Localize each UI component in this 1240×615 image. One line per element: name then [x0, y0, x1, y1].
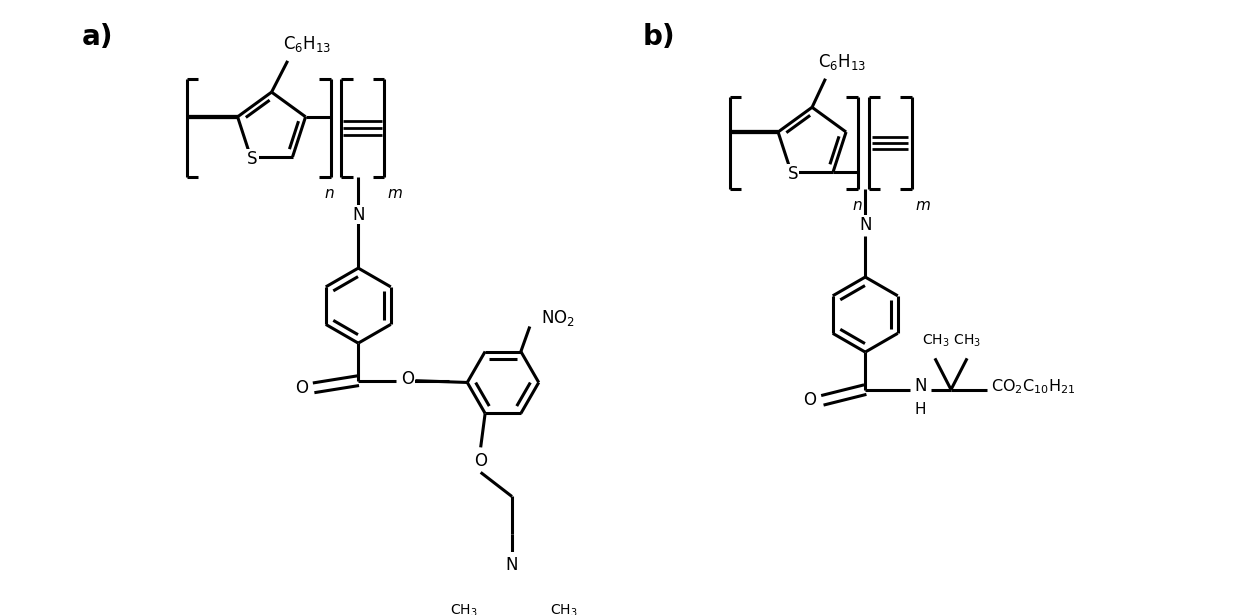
Text: n: n [852, 199, 862, 213]
Text: O: O [474, 452, 487, 470]
Text: m: m [915, 199, 930, 213]
Text: m: m [388, 186, 403, 201]
Text: $\mathregular{C_6H_{13}}$: $\mathregular{C_6H_{13}}$ [283, 34, 331, 54]
Text: O: O [295, 379, 309, 397]
Text: $\mathregular{CH_3}$: $\mathregular{CH_3}$ [551, 603, 578, 615]
Text: N: N [914, 377, 926, 395]
Text: O: O [401, 370, 414, 388]
Text: $\mathregular{CO_2C_{10}H_{21}}$: $\mathregular{CO_2C_{10}H_{21}}$ [991, 378, 1076, 396]
Text: N: N [352, 205, 365, 223]
Text: S: S [787, 165, 799, 183]
Text: H: H [915, 402, 926, 417]
Text: $\mathregular{C_6H_{13}}$: $\mathregular{C_6H_{13}}$ [818, 52, 867, 71]
Text: N: N [506, 557, 518, 574]
Text: $\mathregular{CH_3}$: $\mathregular{CH_3}$ [450, 603, 477, 615]
Text: S: S [247, 149, 258, 167]
Text: b): b) [642, 23, 675, 51]
Text: N: N [859, 216, 872, 234]
Text: O: O [804, 391, 816, 410]
Text: n: n [325, 186, 335, 201]
Text: a): a) [82, 23, 114, 51]
Text: $\mathregular{NO_2}$: $\mathregular{NO_2}$ [541, 308, 574, 328]
Text: $\mathregular{CH_3\ CH_3}$: $\mathregular{CH_3\ CH_3}$ [921, 333, 981, 349]
